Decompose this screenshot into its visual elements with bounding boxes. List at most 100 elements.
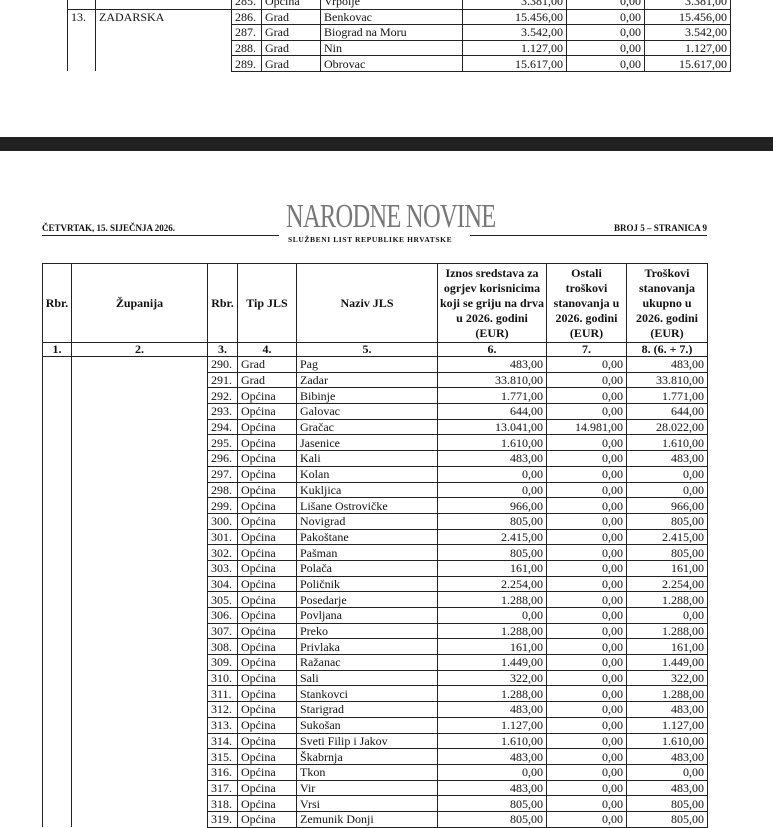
county-name xyxy=(71,623,208,639)
divider xyxy=(42,235,279,236)
table-cell: Benkovac xyxy=(320,8,463,26)
table-cell: Lišane Ostrovičke xyxy=(296,497,438,514)
county-name: ZADARSKA xyxy=(95,8,232,25)
table-cell: 0,00 xyxy=(546,450,627,467)
table-cell: 286. xyxy=(231,8,262,26)
table-cell: 0,00 xyxy=(437,763,547,781)
table-cell: Općina xyxy=(237,701,297,718)
table-cell: Općina xyxy=(237,387,297,405)
table-cell: Obrovac xyxy=(320,55,463,72)
table-cell: Općina xyxy=(237,450,297,467)
column-number: 3. xyxy=(207,342,238,357)
table-cell: 483,00 xyxy=(626,779,708,797)
table-cell: 805,00 xyxy=(626,512,708,530)
table-cell: 0,00 xyxy=(566,8,645,26)
county-name xyxy=(71,419,208,435)
table-cell: 1.610,00 xyxy=(626,732,708,750)
table-cell: Općina xyxy=(237,497,297,514)
table-cell: 483,00 xyxy=(437,356,547,373)
table-row: 308. Općina Privlaka 161,00 0,00 161,00 xyxy=(42,638,708,656)
county-number xyxy=(42,623,72,639)
table-row: 316. Općina Tkon 0,00 0,00 0,00 xyxy=(42,763,708,781)
county-name xyxy=(71,654,208,671)
table-cell: 0,00 xyxy=(437,465,547,483)
county-number xyxy=(42,795,72,812)
county-number xyxy=(67,40,96,56)
county-number xyxy=(42,356,72,373)
table-cell: 292. xyxy=(207,387,238,405)
page-header: ČETVRTAK, 15. SIJEČNJA 2026. NARODNE NOV… xyxy=(42,200,707,248)
table-cell: Posedarje xyxy=(296,591,438,608)
table-cell: 315. xyxy=(207,748,238,765)
county-name xyxy=(71,685,208,702)
table-cell: Grad xyxy=(237,371,297,389)
county-name xyxy=(71,466,208,482)
table-cell: 313. xyxy=(207,716,238,734)
table-cell: 306. xyxy=(207,607,238,624)
table-cell: Općina xyxy=(237,481,297,499)
table-cell: 316. xyxy=(207,763,238,781)
table-cell: Općina xyxy=(237,528,297,546)
page-number: BROJ 5 – STRANICA 9 xyxy=(613,223,707,233)
table-cell: 1.288,00 xyxy=(626,591,708,608)
table-cell: 0,00 xyxy=(546,403,627,420)
table-cell: Općina xyxy=(237,465,297,483)
table-row: 292. Općina Bibinje 1.771,00 0,00 1.771,00 xyxy=(42,387,708,405)
table-cell: 2.254,00 xyxy=(437,575,547,593)
table-cell: Općina xyxy=(237,654,297,671)
table-cell: Općina xyxy=(237,716,297,734)
table-cell: 483,00 xyxy=(626,748,708,765)
table-cell: 0,00 xyxy=(546,795,627,812)
table-cell: 0,00 xyxy=(546,669,627,687)
table-cell: 805,00 xyxy=(437,795,547,812)
county-name xyxy=(71,795,208,812)
table-cell: 1.449,00 xyxy=(437,654,547,671)
table-row: 302. Općina Pašman 805,00 0,00 805,00 xyxy=(42,544,708,561)
table-cell: 301. xyxy=(207,528,238,546)
county-name xyxy=(71,717,208,733)
table-cell: Općina xyxy=(237,685,297,703)
column-header: Naziv JLS xyxy=(296,263,438,343)
masthead-logo: NARODNE NOVINE xyxy=(286,198,496,235)
county-number xyxy=(42,685,72,702)
county-name xyxy=(71,780,208,796)
table-cell: 0,00 xyxy=(546,716,627,734)
table-cell: Privlaka xyxy=(296,638,438,656)
table-cell: 33.810,00 xyxy=(437,371,547,389)
table-cell: 0,00 xyxy=(546,371,627,389)
column-number: 8. (6. + 7.) xyxy=(626,342,708,357)
column-header: Rbr. xyxy=(42,263,72,343)
table-cell: Polača xyxy=(296,559,438,577)
county-number xyxy=(67,55,96,72)
table-cell: 483,00 xyxy=(626,450,708,467)
table-cell: 805,00 xyxy=(626,810,708,828)
table-cell: 966,00 xyxy=(437,497,547,514)
table-cell: Jasenice xyxy=(296,434,438,452)
table-cell: Općina xyxy=(237,795,297,812)
table-cell: 15.617,00 xyxy=(462,55,567,72)
county-name xyxy=(95,24,232,41)
data-table: Rbr. Županija Rbr. Tip JLS Naziv JLS Iznos sr… xyxy=(42,263,708,828)
table-row: 301. Općina Pakoštane 2.415,00 0,00 2.415,00 xyxy=(42,528,708,546)
table-cell: Novigrad xyxy=(296,512,438,530)
table-cell: Pag xyxy=(296,356,438,373)
table-row: 293. Općina Galovac 644,00 0,00 644,00 xyxy=(42,403,708,420)
table-cell: 318. xyxy=(207,795,238,812)
table-cell: 15.456,00 xyxy=(644,8,731,26)
column-number: 1. xyxy=(42,342,72,357)
table-cell: Općina xyxy=(237,418,297,436)
table-cell: Stankovci xyxy=(296,685,438,703)
table-row: 291. Grad Zadar 33.810,00 0,00 33.810,00 xyxy=(42,371,708,389)
county-number xyxy=(42,811,72,828)
table-cell: 3.381,00 xyxy=(644,0,731,10)
county-number xyxy=(42,591,72,608)
table-cell: 1.771,00 xyxy=(437,387,547,405)
table-cell: 0,00 xyxy=(437,607,547,624)
table-cell: 1.127,00 xyxy=(644,39,731,57)
table-cell: 966,00 xyxy=(626,497,708,514)
table-cell: Starigrad xyxy=(296,701,438,718)
table-cell: 0,00 xyxy=(626,607,708,624)
table-cell: Općina xyxy=(237,638,297,656)
county-number xyxy=(42,780,72,796)
county-number xyxy=(42,372,72,388)
